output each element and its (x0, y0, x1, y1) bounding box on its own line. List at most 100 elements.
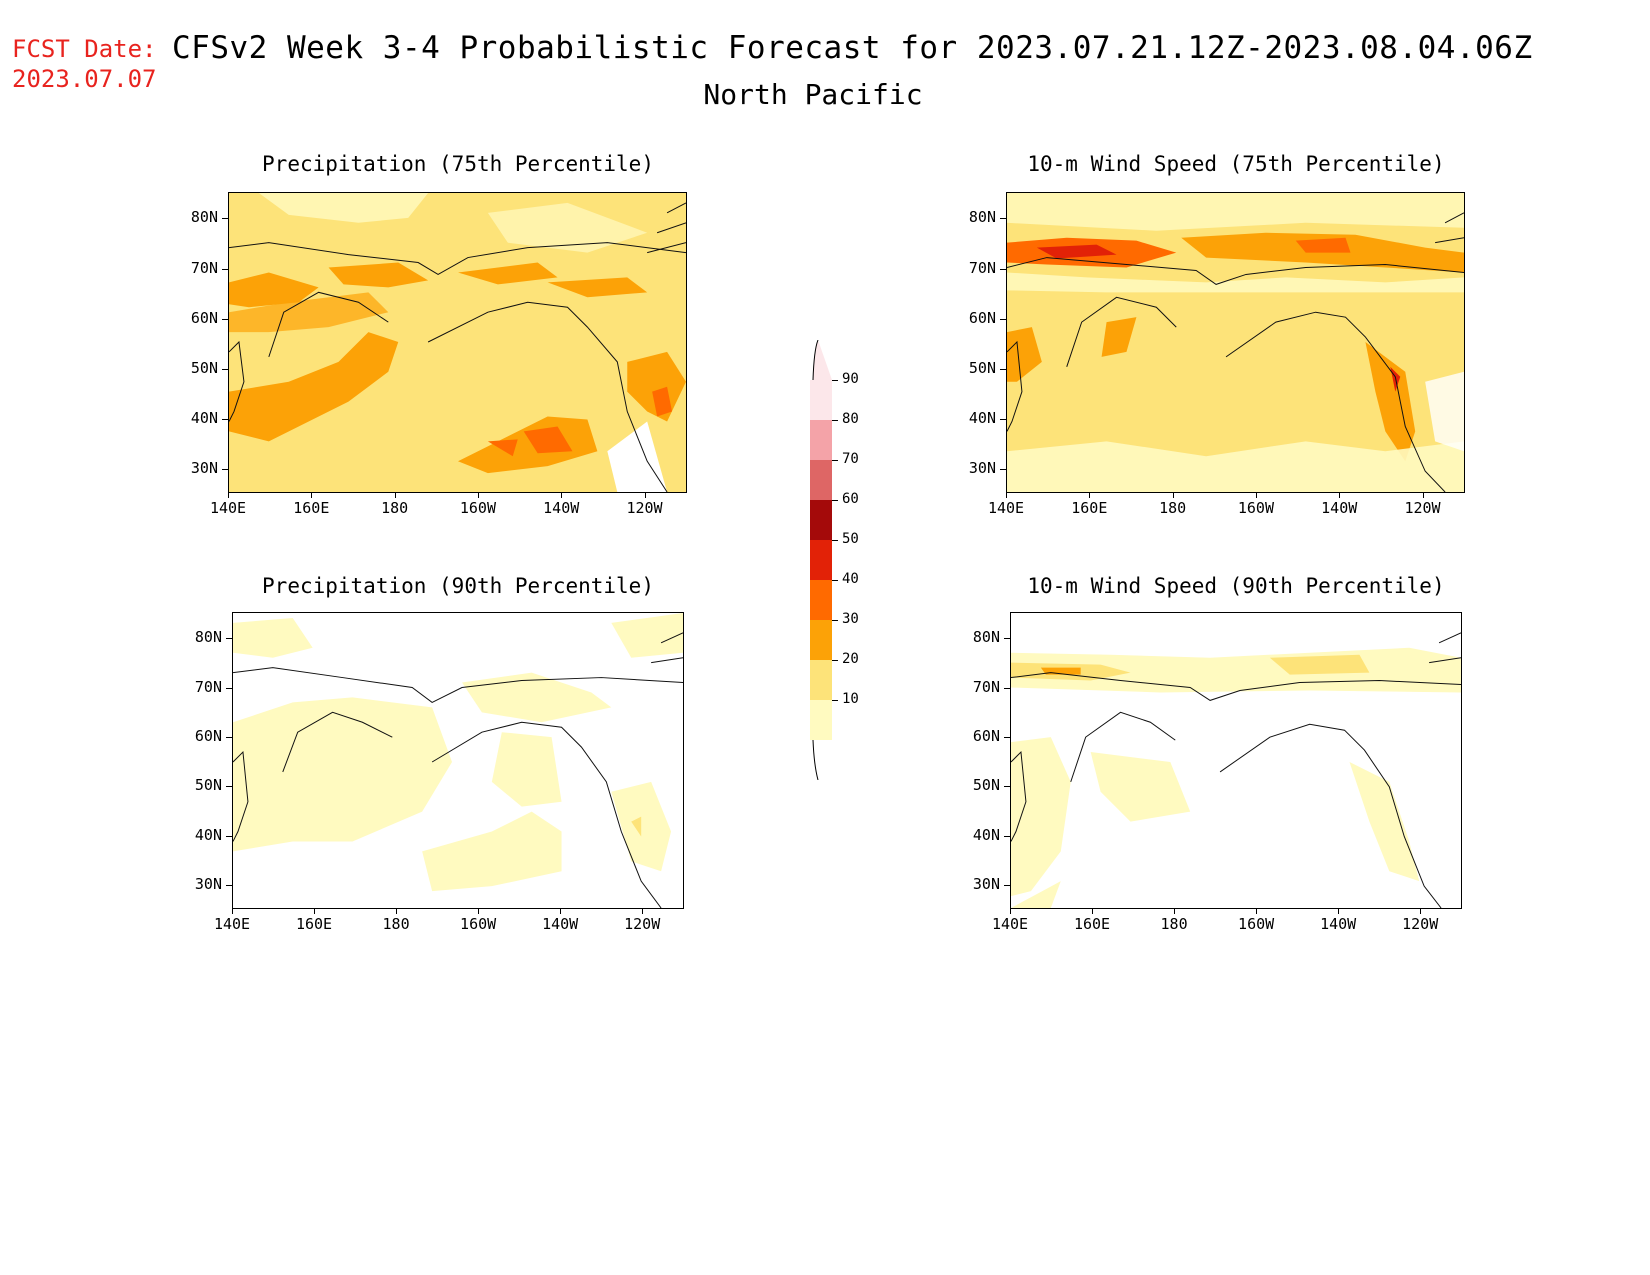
lat-tick-label: 50N (968, 358, 996, 377)
lat-tick-label: 40N (194, 825, 222, 844)
colorbar-label: 10 (842, 691, 859, 707)
lat-tick-label: 80N (194, 628, 222, 647)
lon-tick-mark (1006, 493, 1007, 498)
lon-tick-mark (1010, 909, 1011, 914)
lat-tick-mark (1000, 218, 1006, 220)
lat-tick-label: 60N (190, 308, 218, 327)
lat-tick-label: 50N (194, 776, 222, 795)
map-precip-90-field (233, 613, 683, 908)
colorbar-swatch (810, 620, 832, 660)
map-wind-90 (1010, 612, 1462, 909)
panel-title-wind-75: 10-m Wind Speed (75th Percentile) (1027, 152, 1445, 176)
map-wind-75 (1006, 192, 1465, 493)
lat-tick-label: 50N (190, 358, 218, 377)
lat-tick-mark (1000, 469, 1006, 471)
lon-tick-mark (642, 909, 644, 914)
map-precip-75 (228, 192, 687, 493)
map-precip-90 (232, 612, 684, 909)
lat-tick-label: 80N (968, 208, 996, 227)
lon-tick-label: 180 (381, 499, 409, 517)
panel-title-precip-90: Precipitation (90th Percentile) (262, 574, 654, 598)
lon-tick-mark (644, 493, 646, 498)
panel-title-wind-90: 10-m Wind Speed (90th Percentile) (1027, 574, 1445, 598)
lat-tick-mark (222, 318, 228, 320)
lat-tick-label: 60N (972, 727, 1000, 746)
lon-tick-label: 180 (382, 915, 410, 933)
lat-tick-mark (1000, 318, 1006, 320)
lon-tick-label: 120W (1402, 915, 1439, 933)
lon-tick-mark (228, 493, 229, 498)
colorbar-swatch (810, 700, 832, 740)
lon-tick-label: 140W (1321, 499, 1358, 517)
lat-tick-label: 40N (190, 408, 218, 427)
colorbar-label: 50 (842, 531, 859, 547)
fcst-date-label: FCST Date: (12, 35, 157, 63)
colorbar-swatch (810, 580, 832, 620)
panel-title-precip-75: Precipitation (75th Percentile) (262, 152, 654, 176)
lon-tick-label: 140E (991, 915, 1029, 933)
lon-tick-mark (1338, 909, 1340, 914)
lat-tick-mark (226, 687, 232, 689)
colorbar-tick (832, 380, 838, 381)
colorbar-swatch (810, 420, 832, 460)
lon-tick-label: 140E (213, 915, 251, 933)
lat-tick-label: 30N (194, 875, 222, 894)
lon-tick-mark (560, 909, 562, 914)
colorbar-tick (832, 660, 838, 661)
lon-tick-mark (478, 909, 480, 914)
lon-tick-label: 160W (460, 915, 497, 933)
lon-tick-mark (394, 493, 396, 498)
lon-tick-mark (1256, 909, 1258, 914)
colorbar-swatch (810, 460, 832, 500)
colorbar-tick (832, 540, 838, 541)
lat-tick-mark (222, 418, 228, 420)
lat-tick-mark (1000, 418, 1006, 420)
colorbar-label: 90 (842, 371, 859, 387)
lon-tick-label: 180 (1159, 499, 1187, 517)
lon-tick-mark (232, 909, 233, 914)
lat-tick-mark (1004, 835, 1010, 837)
lat-tick-mark (1004, 638, 1010, 640)
colorbar-swatch (810, 540, 832, 580)
lat-tick-label: 60N (194, 727, 222, 746)
lon-tick-label: 120W (626, 499, 663, 517)
figure-title: CFSv2 Week 3-4 Probabilistic Forecast fo… (172, 30, 1533, 66)
lat-tick-label: 80N (190, 208, 218, 227)
lat-tick-label: 60N (968, 308, 996, 327)
lat-tick-mark (222, 469, 228, 471)
colorbar-tick (832, 580, 838, 581)
colorbar-tick (832, 500, 838, 501)
colorbar-tick (832, 620, 838, 621)
colorbar-label: 30 (842, 611, 859, 627)
lon-tick-label: 140E (209, 499, 247, 517)
region-subtitle: North Pacific (703, 78, 923, 111)
colorbar-label: 20 (842, 651, 859, 667)
lat-tick-mark (226, 835, 232, 837)
lon-tick-label: 160W (1237, 499, 1274, 517)
colorbar-bottom-tip (812, 740, 819, 780)
lon-tick-label: 140E (987, 499, 1025, 517)
lon-tick-mark (1420, 909, 1422, 914)
lon-tick-mark (477, 493, 479, 498)
lat-tick-mark (226, 737, 232, 739)
fcst-date-value: 2023.07.07 (12, 65, 157, 93)
lat-tick-label: 70N (190, 258, 218, 277)
lon-tick-label: 160E (293, 499, 330, 517)
colorbar-label: 70 (842, 451, 859, 467)
lon-tick-label: 140W (542, 915, 579, 933)
lon-tick-label: 120W (624, 915, 661, 933)
lat-tick-mark (1000, 368, 1006, 370)
lat-tick-mark (226, 638, 232, 640)
lon-tick-label: 160E (1071, 499, 1108, 517)
lon-tick-label: 160E (295, 915, 333, 933)
lat-tick-mark (1004, 687, 1010, 689)
lon-tick-mark (1339, 493, 1341, 498)
colorbar-swatch (810, 500, 832, 540)
lon-tick-mark (1174, 909, 1176, 914)
lat-tick-mark (1004, 737, 1010, 739)
lat-tick-label: 70N (194, 677, 222, 696)
lon-tick-label: 160W (1238, 915, 1275, 933)
colorbar-label: 80 (842, 411, 859, 427)
lon-tick-label: 180 (1160, 915, 1188, 933)
lat-tick-mark (222, 218, 228, 220)
